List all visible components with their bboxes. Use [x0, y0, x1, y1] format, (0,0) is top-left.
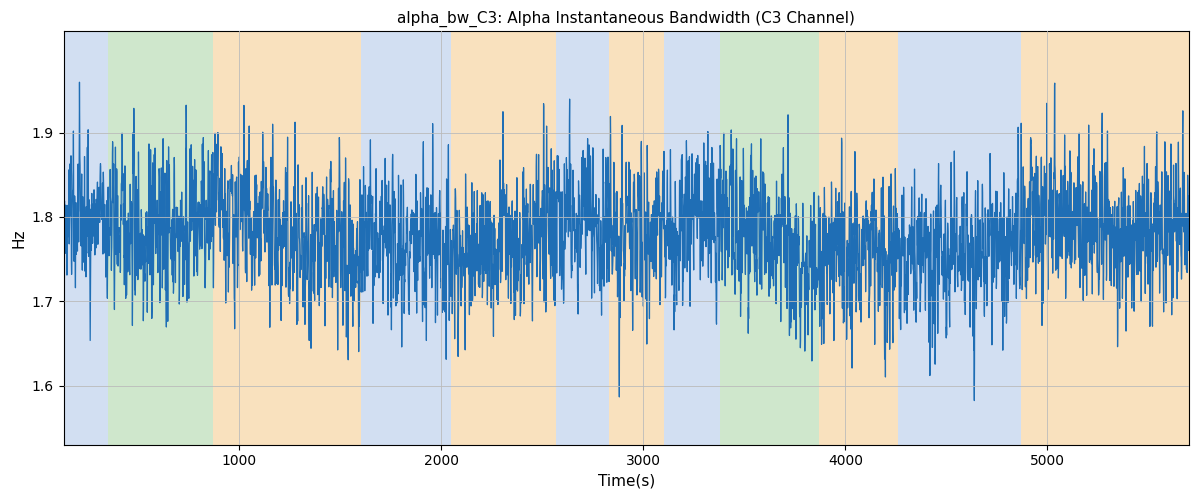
Y-axis label: Hz: Hz [11, 228, 26, 248]
Bar [451, 32, 557, 445]
Bar [820, 32, 898, 445]
Bar [108, 32, 214, 445]
Bar [664, 32, 720, 445]
Title: alpha_bw_C3: Alpha Instantaneous Bandwidth (C3 Channel): alpha_bw_C3: Alpha Instantaneous Bandwid… [397, 11, 856, 28]
Bar [720, 32, 820, 445]
Bar [1021, 32, 1189, 445]
Bar [214, 32, 360, 445]
Bar [557, 32, 610, 445]
X-axis label: Time(s): Time(s) [598, 474, 655, 489]
Bar [360, 32, 451, 445]
Bar [64, 32, 108, 445]
Bar [898, 32, 1021, 445]
Bar [610, 32, 664, 445]
